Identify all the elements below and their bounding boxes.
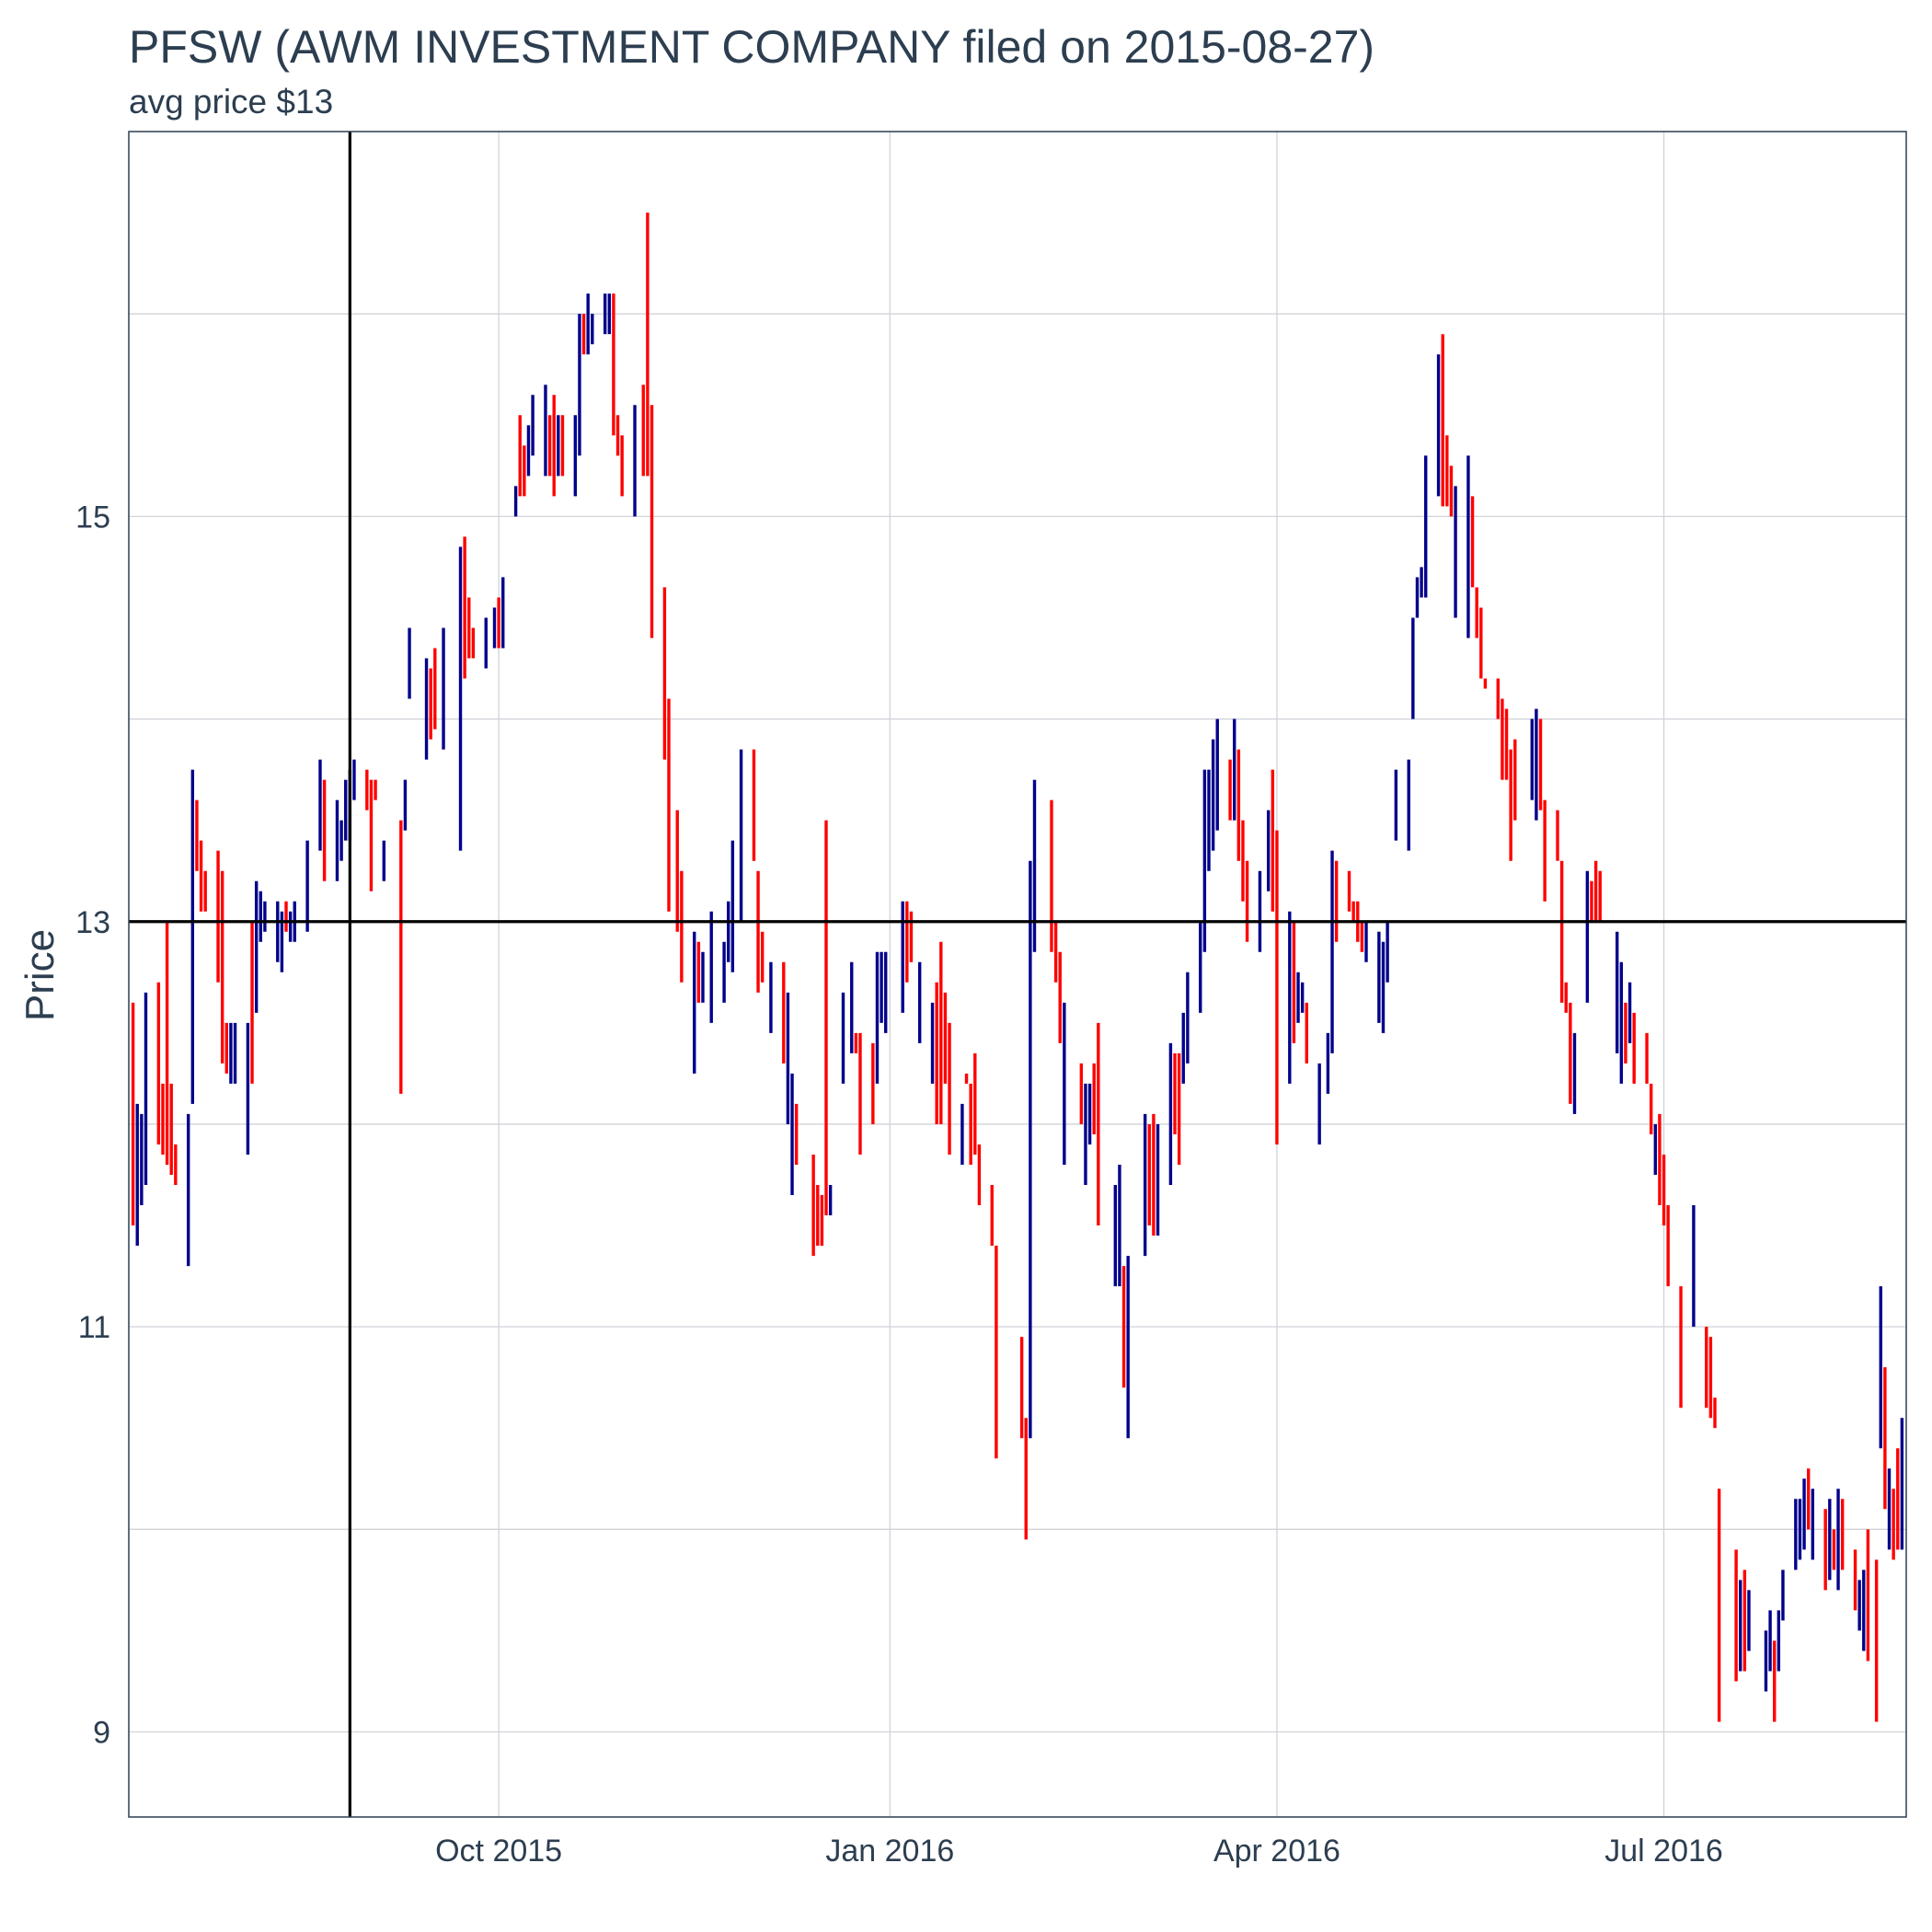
grid-lines [129,132,1906,1817]
y-tick-label: 11 [78,1310,110,1345]
y-tick-label: 15 [75,500,110,535]
y-tick-label: 9 [93,1716,110,1751]
chart-title: PFSW (AWM INVESTMENT COMPANY filed on 20… [129,21,1375,73]
x-tick-label: Apr 2016 [1213,1834,1340,1869]
y-axis-title: Price [17,929,63,1021]
x-tick-label: Jan 2016 [825,1834,954,1869]
reference-lines [129,132,1906,1817]
y-tick-label: 13 [75,905,110,940]
x-axis-ticks: Oct 2015 Jan 2016 Apr 2016 Jul 2016 [435,1834,1723,1869]
x-tick-label: Jul 2016 [1604,1834,1723,1869]
panel-border [128,131,1907,1818]
chart-subtitle: avg price $13 [129,83,334,121]
x-tick-label: Oct 2015 [435,1834,562,1869]
y-axis-ticks: 9 11 13 15 [75,500,110,1750]
price-bars [131,213,1904,1722]
